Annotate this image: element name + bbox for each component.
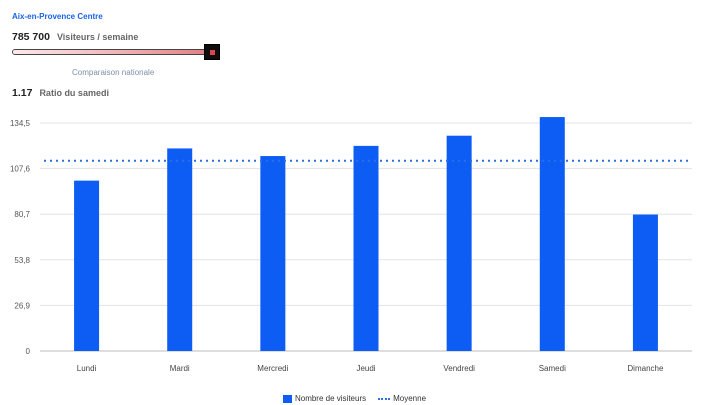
- bar-vendredi[interactable]: [446, 135, 472, 351]
- bar-lundi[interactable]: [74, 180, 100, 351]
- x-tick-label: Jeudi: [356, 364, 375, 373]
- visitors-label: Visiteurs / semaine: [56, 32, 139, 42]
- x-tick-label: Mardi: [170, 364, 190, 373]
- visitors-kpi: 785 700 Visiteurs / semaine: [12, 31, 138, 43]
- slider-track[interactable]: [12, 49, 218, 55]
- slider-thumb[interactable]: [204, 44, 220, 60]
- y-tick-label: 134,5: [10, 119, 31, 128]
- legend-label-mean: Moyenne: [393, 394, 427, 403]
- slider-caption: Comparaison nationale: [72, 68, 155, 77]
- x-tick-label: Mercredi: [257, 364, 288, 373]
- bar-dimanche[interactable]: [632, 214, 658, 351]
- y-tick-label: 26,9: [14, 301, 30, 310]
- legend-item-mean[interactable]: Moyenne: [378, 394, 426, 403]
- bar-jeudi[interactable]: [353, 145, 379, 351]
- legend-swatch-dotted-line: [378, 397, 391, 400]
- visitors-value: 785 700: [12, 31, 50, 43]
- y-tick-label: 0: [26, 347, 31, 356]
- ratio-label: Ratio du samedi: [39, 88, 109, 98]
- location-title[interactable]: Aix-en-Provence Centre: [12, 12, 103, 21]
- x-tick-label: Dimanche: [627, 364, 664, 373]
- visitors-bar-chart: 0 26,9 53,8 80,7 107,6 134,5 Lundi Mardi Mercred…: [10, 117, 692, 373]
- bar-mercredi[interactable]: [260, 156, 286, 351]
- bar-mardi[interactable]: [167, 148, 193, 351]
- slider-fill: [13, 50, 213, 54]
- y-tick-label: 53,8: [14, 256, 30, 265]
- bar-samedi[interactable]: [539, 117, 565, 351]
- y-tick-label: 107,6: [10, 165, 31, 174]
- chart-legend: Nombre de visiteurs Moyenne: [0, 394, 709, 403]
- x-tick-label: Samedi: [539, 364, 566, 373]
- national-comparison-slider[interactable]: [12, 44, 230, 61]
- y-tick-label: 80,7: [14, 210, 30, 219]
- legend-item-visitors[interactable]: Nombre de visiteurs: [282, 394, 367, 403]
- saturday-ratio-kpi: 1.17 Ratio du samedi: [12, 87, 109, 99]
- legend-label-visitors: Nombre de visiteurs: [294, 394, 367, 403]
- legend-swatch-bars: [282, 394, 292, 403]
- x-tick-label: Lundi: [77, 364, 97, 373]
- ratio-value: 1.17: [12, 87, 33, 99]
- x-tick-label: Vendredi: [443, 364, 475, 373]
